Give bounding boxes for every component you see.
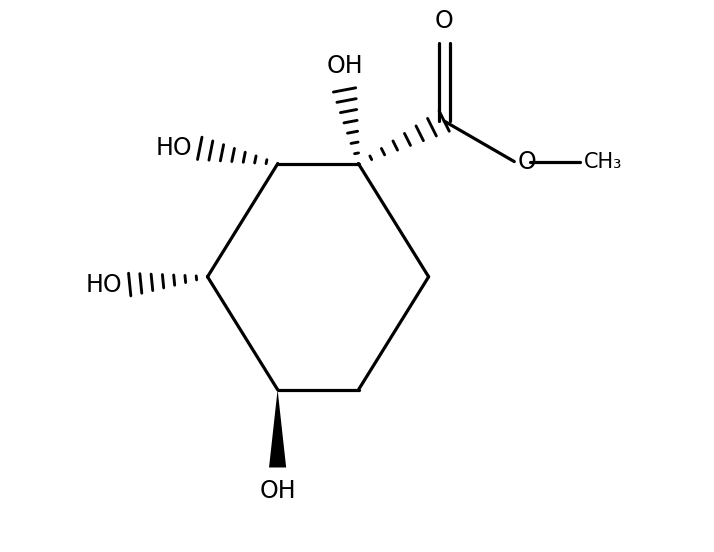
Text: OH: OH: [326, 54, 363, 78]
Polygon shape: [269, 390, 286, 468]
Text: OH: OH: [259, 479, 296, 503]
Text: HO: HO: [156, 136, 192, 160]
Text: CH₃: CH₃: [584, 152, 623, 172]
Text: HO: HO: [85, 273, 122, 296]
Text: O: O: [435, 9, 453, 33]
Text: O: O: [518, 150, 536, 173]
